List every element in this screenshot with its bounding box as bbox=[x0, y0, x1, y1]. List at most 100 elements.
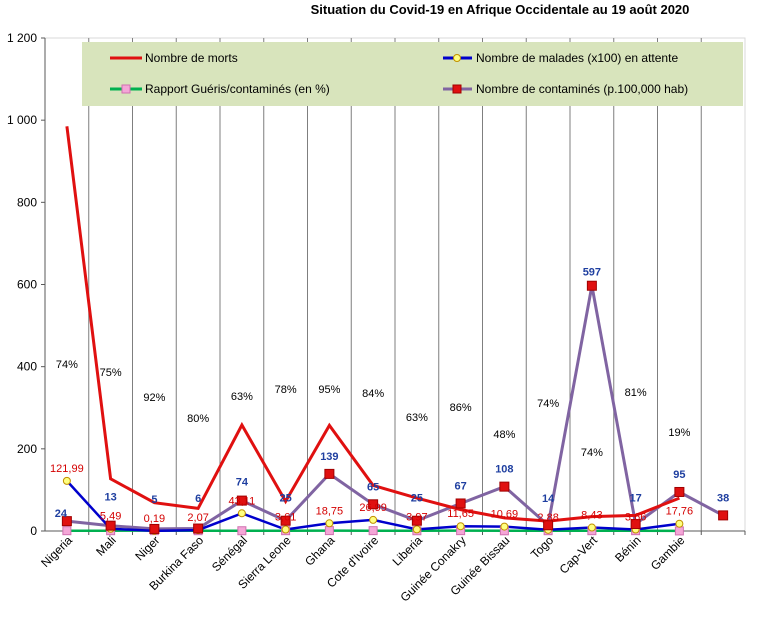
legend-marker-malades bbox=[453, 54, 461, 62]
x-tick-label: Niger bbox=[132, 533, 162, 563]
series-layer bbox=[61, 126, 729, 536]
data-label-rapport: 92% bbox=[143, 392, 165, 404]
x-tick-label: Sénégal bbox=[209, 533, 250, 574]
data-label-contamines: 13 bbox=[105, 492, 117, 504]
data-label-contamines: 24 bbox=[55, 508, 68, 520]
series-line-contamines bbox=[66, 285, 724, 531]
data-label-contamines: 5 bbox=[151, 494, 157, 506]
y-tick-label: 1 000 bbox=[7, 113, 37, 127]
point-malades bbox=[675, 519, 684, 528]
legend-box bbox=[82, 42, 743, 106]
point-contamines bbox=[368, 499, 379, 510]
legend-item-malades: Nombre de malades (x100) en attente bbox=[443, 51, 678, 65]
data-label-rapport: 78% bbox=[275, 384, 297, 396]
x-tick-label: Bénin bbox=[612, 533, 644, 565]
data-label-rapport: 48% bbox=[493, 429, 515, 441]
y-tick-label: 800 bbox=[17, 195, 37, 209]
y-tick-label: 1 200 bbox=[7, 31, 37, 45]
point-contamines bbox=[718, 510, 729, 521]
y-tick-label: 200 bbox=[17, 442, 37, 456]
legend-marker-rapport bbox=[121, 84, 131, 94]
point-contamines bbox=[674, 486, 685, 497]
data-label-malades: 0,19 bbox=[144, 513, 165, 525]
data-label-contamines: 17 bbox=[630, 492, 642, 504]
point-contamines bbox=[280, 515, 291, 526]
point-contamines bbox=[455, 498, 466, 509]
point-rapport bbox=[237, 526, 247, 536]
x-tick-label: Ghana bbox=[302, 533, 338, 569]
data-label-contamines: 95 bbox=[673, 469, 685, 481]
legend-item-morts: Nombre de morts bbox=[110, 51, 238, 65]
legend-item-rapport: Rapport Guéris/contaminés (en %) bbox=[110, 82, 330, 96]
legend-marker-contamines bbox=[452, 84, 462, 94]
data-label-contamines: 65 bbox=[367, 481, 379, 493]
x-tick-label: Nigeria bbox=[38, 533, 75, 570]
x-tick-label: Gambie bbox=[648, 533, 688, 573]
point-malades bbox=[325, 519, 334, 528]
data-label-contamines: 139 bbox=[320, 451, 338, 463]
data-label-rapport: 63% bbox=[406, 412, 428, 424]
point-malades bbox=[62, 476, 71, 485]
data-label-contamines: 108 bbox=[495, 464, 513, 476]
data-label-contamines: 25 bbox=[280, 493, 292, 505]
point-contamines bbox=[193, 523, 204, 534]
x-tick-label: Liberia bbox=[390, 533, 426, 569]
data-labels: 121,99 5,49 0,19 2,07 43,11 3,61 18,75 26,99 3,9… bbox=[50, 267, 729, 525]
point-malades bbox=[500, 522, 509, 531]
point-contamines bbox=[236, 495, 247, 506]
point-malades bbox=[587, 523, 596, 532]
data-label-malades: 3,61 bbox=[275, 512, 296, 524]
point-rapport bbox=[324, 526, 334, 536]
point-contamines bbox=[105, 520, 116, 531]
chart-title: Situation du Covid-19 en Afrique Occiden… bbox=[311, 2, 690, 17]
point-malades bbox=[369, 515, 378, 524]
series-line-morts bbox=[65, 126, 680, 523]
data-label-contamines: 38 bbox=[717, 492, 729, 504]
data-label-rapport: 95% bbox=[318, 384, 340, 396]
data-label-malades: 11,65 bbox=[447, 508, 474, 520]
data-label-malades: 18,75 bbox=[316, 505, 344, 517]
point-contamines bbox=[149, 523, 160, 534]
data-label-contamines: 14 bbox=[542, 493, 555, 505]
point-contamines bbox=[324, 468, 335, 479]
data-label-rapport: 63% bbox=[231, 391, 253, 403]
data-label-malades: 26,99 bbox=[359, 502, 387, 514]
x-tick-label: Mali bbox=[93, 533, 118, 558]
data-label-rapport: 75% bbox=[100, 367, 122, 379]
data-label-rapport: 19% bbox=[668, 427, 690, 439]
point-contamines bbox=[61, 516, 72, 527]
y-tick-label: 400 bbox=[17, 360, 37, 374]
point-malades bbox=[237, 509, 246, 518]
data-label-malades: 8,43 bbox=[581, 510, 602, 522]
y-tick-label: 600 bbox=[17, 278, 37, 292]
data-label-rapport: 86% bbox=[450, 402, 472, 414]
point-rapport bbox=[62, 526, 72, 536]
grid-lines bbox=[88, 38, 702, 531]
legend-item-contamines: Nombre de contaminés (p.100,000 hab) bbox=[443, 82, 688, 96]
x-tick-label: Togo bbox=[528, 533, 557, 562]
x-tick-label: Cap-Vert bbox=[557, 533, 601, 577]
data-label-malades: 17,76 bbox=[666, 506, 694, 518]
data-label-rapport: 80% bbox=[187, 413, 209, 425]
legend-label-rapport: Rapport Guéris/contaminés (en %) bbox=[145, 82, 330, 96]
data-label-rapport: 74% bbox=[537, 398, 559, 410]
point-rapport bbox=[368, 526, 378, 536]
point-contamines bbox=[586, 280, 597, 291]
data-label-rapport: 74% bbox=[581, 447, 603, 459]
legend-label-contamines: Nombre de contaminés (p.100,000 hab) bbox=[476, 82, 688, 96]
data-label-contamines: 67 bbox=[455, 480, 467, 492]
data-label-rapport: 74% bbox=[56, 359, 78, 371]
legend-label-morts: Nombre de morts bbox=[145, 51, 238, 65]
point-malades bbox=[281, 525, 290, 534]
data-label-rapport: 81% bbox=[625, 387, 647, 399]
point-contamines bbox=[411, 515, 422, 526]
data-label-malades: 3,97 bbox=[406, 511, 427, 523]
data-label-malades: 5,49 bbox=[100, 511, 121, 523]
data-label-malades: 2,07 bbox=[187, 512, 208, 524]
data-label-contamines: 25 bbox=[411, 492, 423, 504]
point-malades bbox=[456, 522, 465, 531]
data-label-rapport: 84% bbox=[362, 388, 384, 400]
point-contamines bbox=[630, 519, 641, 530]
